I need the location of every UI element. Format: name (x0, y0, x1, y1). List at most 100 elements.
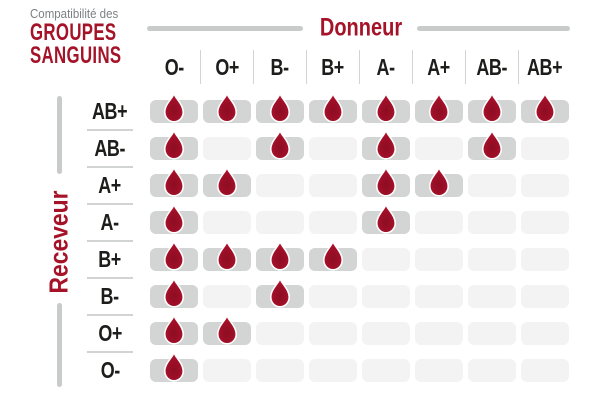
cell-O--B- (256, 359, 304, 382)
donor-header-O--label: O- (164, 53, 184, 80)
cell-O+-A- (362, 322, 410, 345)
receiver-axis-label: Receveur (43, 190, 74, 294)
compatibility-matrix (150, 93, 569, 382)
blood-drop-icon (323, 241, 343, 271)
blood-drop-icon (376, 204, 396, 234)
cell-AB--B+ (309, 137, 357, 160)
receiver-label-A+-label: A+ (98, 172, 122, 198)
blood-drop-icon (164, 352, 184, 382)
donor-header-A--label: A- (376, 53, 396, 80)
donor-header-B+-label: B+ (321, 53, 345, 80)
blood-drop-icon (164, 241, 184, 271)
donor-column-headers: O- O+ B- B+ A- A+ AB- AB+ (150, 50, 569, 84)
receiver-rail-line-bottom (57, 303, 62, 387)
blood-drop-icon (376, 93, 396, 123)
blood-drop-icon (217, 167, 237, 197)
blood-drop-icon (429, 167, 449, 197)
cell-B--AB- (468, 285, 516, 308)
receiver-label-A--label: A- (100, 209, 120, 235)
cell-AB+-B- (256, 93, 304, 123)
donor-header-B+: B+ (305, 50, 357, 84)
cell-O--A- (362, 359, 410, 382)
chart-title-block: Compatibilité des GROUPES SANGUINS (30, 7, 161, 67)
receiver-label-AB+-label: AB+ (92, 98, 128, 124)
donor-header-B--label: B- (270, 53, 290, 80)
cell-B+-A+ (415, 248, 463, 271)
blood-drop-icon (270, 278, 290, 308)
receiver-label-B+: B+ (87, 240, 133, 272)
cell-A--AB+ (521, 211, 569, 234)
donor-header-O+: O+ (199, 50, 251, 84)
donor-header-AB-: AB- (464, 50, 516, 84)
cell-A+-O- (150, 167, 198, 197)
blood-drop-icon (270, 93, 290, 123)
receiver-label-B-: B- (87, 277, 133, 309)
receiver-label-AB-: AB- (87, 129, 133, 161)
cell-B--A- (362, 285, 410, 308)
blood-drop-icon (376, 167, 396, 197)
cell-AB+-B+ (309, 93, 357, 123)
cell-A+-A- (362, 167, 410, 197)
cell-AB+-A- (362, 93, 410, 123)
blood-drop-icon (482, 130, 502, 160)
cell-A--O+ (203, 211, 251, 234)
cell-B+-AB- (468, 248, 516, 271)
cell-O+-O- (150, 315, 198, 345)
cell-AB--O- (150, 130, 198, 160)
cell-A+-AB- (468, 174, 516, 197)
cell-AB--AB+ (521, 137, 569, 160)
donor-header-B-: B- (252, 50, 304, 84)
blood-drop-icon (164, 315, 184, 345)
cell-AB+-AB+ (521, 93, 569, 123)
cell-O--O+ (203, 359, 251, 382)
receiver-label-AB+: AB+ (87, 98, 133, 124)
cell-A+-O+ (203, 167, 251, 197)
donor-header-A-: A- (358, 50, 410, 84)
cell-O+-AB- (468, 322, 516, 345)
donor-header-O-: O- (150, 50, 198, 84)
donor-header-AB+-label: AB+ (527, 53, 563, 80)
receiver-label-A+: A+ (87, 166, 133, 198)
receiver-label-B--label: B- (100, 283, 120, 309)
cell-AB+-A+ (415, 93, 463, 123)
cell-A--B- (256, 211, 304, 234)
blood-drop-icon (270, 130, 290, 160)
cell-B+-O- (150, 241, 198, 271)
cell-O+-O+ (203, 315, 251, 345)
cell-O--B+ (309, 359, 357, 382)
blood-drop-icon (217, 241, 237, 271)
cell-O+-B+ (309, 322, 357, 345)
title-line-groupes: GROUPES (30, 19, 117, 46)
cell-AB--O+ (203, 137, 251, 160)
cell-B--O- (150, 278, 198, 308)
blood-drop-icon (164, 93, 184, 123)
cell-A+-AB+ (521, 174, 569, 197)
cell-AB--A+ (415, 137, 463, 160)
cell-B--B+ (309, 285, 357, 308)
receiver-label-O+-label: O+ (98, 320, 122, 346)
cell-B+-A- (362, 248, 410, 271)
blood-drop-icon (217, 315, 237, 345)
blood-drop-icon (164, 130, 184, 160)
blood-drop-icon (164, 204, 184, 234)
donor-header-A+: A+ (411, 50, 463, 84)
blood-drop-icon (482, 93, 502, 123)
donor-rail-line-right (417, 26, 570, 31)
cell-O--AB+ (521, 359, 569, 382)
donor-axis-label: Donneur (319, 13, 403, 42)
cell-B--AB+ (521, 285, 569, 308)
blood-drop-icon (164, 167, 184, 197)
cell-B+-B+ (309, 241, 357, 271)
donor-header-A+-label: A+ (427, 53, 451, 80)
donor-header-AB+: AB+ (517, 50, 569, 84)
cell-A--A+ (415, 211, 463, 234)
cell-O--O- (150, 352, 198, 382)
cell-A+-A+ (415, 167, 463, 197)
blood-drop-icon (376, 130, 396, 160)
blood-drop-icon (164, 278, 184, 308)
cell-A--AB- (468, 211, 516, 234)
cell-AB+-O- (150, 93, 198, 123)
cell-A+-B+ (309, 174, 357, 197)
cell-B+-B- (256, 241, 304, 271)
